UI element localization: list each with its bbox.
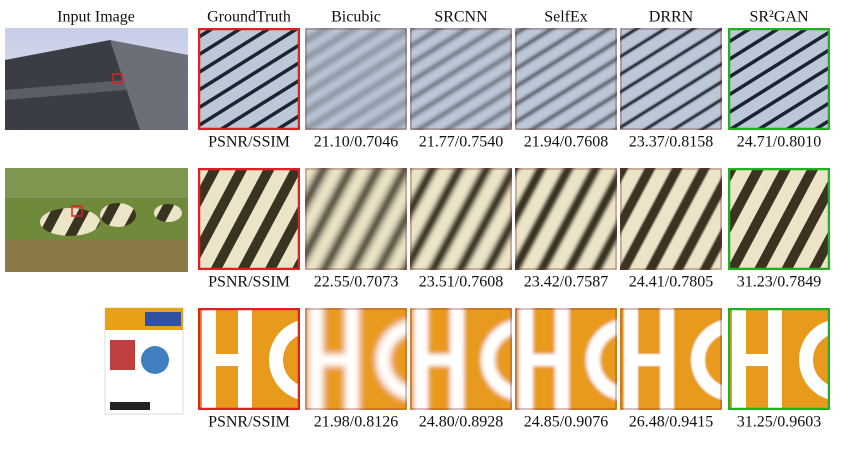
patch-border <box>515 28 617 130</box>
score: 31.25/0.9603 <box>737 414 821 431</box>
patch <box>728 28 830 130</box>
patch-border <box>198 308 300 410</box>
patch-border <box>620 28 722 130</box>
patch <box>198 308 300 410</box>
patch-border <box>305 168 407 270</box>
column-header: Input Image <box>57 9 135 26</box>
score: 24.41/0.7805 <box>629 274 713 291</box>
score: 21.10/0.7046 <box>314 134 398 151</box>
patch <box>515 28 617 130</box>
metric-label: PSNR/SSIM <box>208 274 290 291</box>
patch-border <box>515 168 617 270</box>
patch <box>198 168 300 270</box>
patch <box>305 168 407 270</box>
score: 24.71/0.8010 <box>737 134 821 151</box>
patch-border <box>410 28 512 130</box>
patch-border <box>728 308 830 410</box>
patch <box>305 28 407 130</box>
patch <box>515 168 617 270</box>
patch-border <box>728 28 830 130</box>
column-header: SRCNN <box>434 9 488 26</box>
score: 23.42/0.7587 <box>524 274 608 291</box>
column-header: GroundTruth <box>207 9 291 26</box>
patch <box>515 308 617 410</box>
metric-label: PSNR/SSIM <box>208 134 290 151</box>
patch-border <box>515 308 617 410</box>
patch <box>410 28 512 130</box>
patch <box>728 168 830 270</box>
score: 26.48/0.9415 <box>629 414 713 431</box>
patch-border <box>410 168 512 270</box>
score: 24.80/0.8928 <box>419 414 503 431</box>
score: 23.51/0.7608 <box>419 274 503 291</box>
patch <box>198 28 300 130</box>
patch <box>728 308 830 410</box>
input-image <box>5 168 188 272</box>
patch <box>410 168 512 270</box>
column-header: DRRN <box>649 9 694 26</box>
score: 23.37/0.8158 <box>629 134 713 151</box>
patch-border <box>198 168 300 270</box>
column-header: SelfEx <box>544 9 588 26</box>
patch <box>620 168 722 270</box>
column-header: SR²GAN <box>749 9 808 26</box>
score: 22.55/0.7073 <box>314 274 398 291</box>
patch-border <box>620 308 722 410</box>
patch-border <box>305 28 407 130</box>
score: 24.85/0.9076 <box>524 414 608 431</box>
score: 21.98/0.8126 <box>314 414 398 431</box>
patch <box>410 308 512 410</box>
patch-border <box>620 168 722 270</box>
score: 21.77/0.7540 <box>419 134 503 151</box>
metric-label: PSNR/SSIM <box>208 414 290 431</box>
column-header: Bicubic <box>331 9 381 26</box>
patch-border <box>305 308 407 410</box>
input-image <box>5 28 188 130</box>
patch-border <box>410 308 512 410</box>
patch <box>305 308 407 410</box>
patch-border <box>728 168 830 270</box>
patch <box>620 308 722 410</box>
patch <box>620 28 722 130</box>
patch-border <box>198 28 300 130</box>
score: 21.94/0.7608 <box>524 134 608 151</box>
score: 31.23/0.7849 <box>737 274 821 291</box>
input-image <box>104 307 184 415</box>
